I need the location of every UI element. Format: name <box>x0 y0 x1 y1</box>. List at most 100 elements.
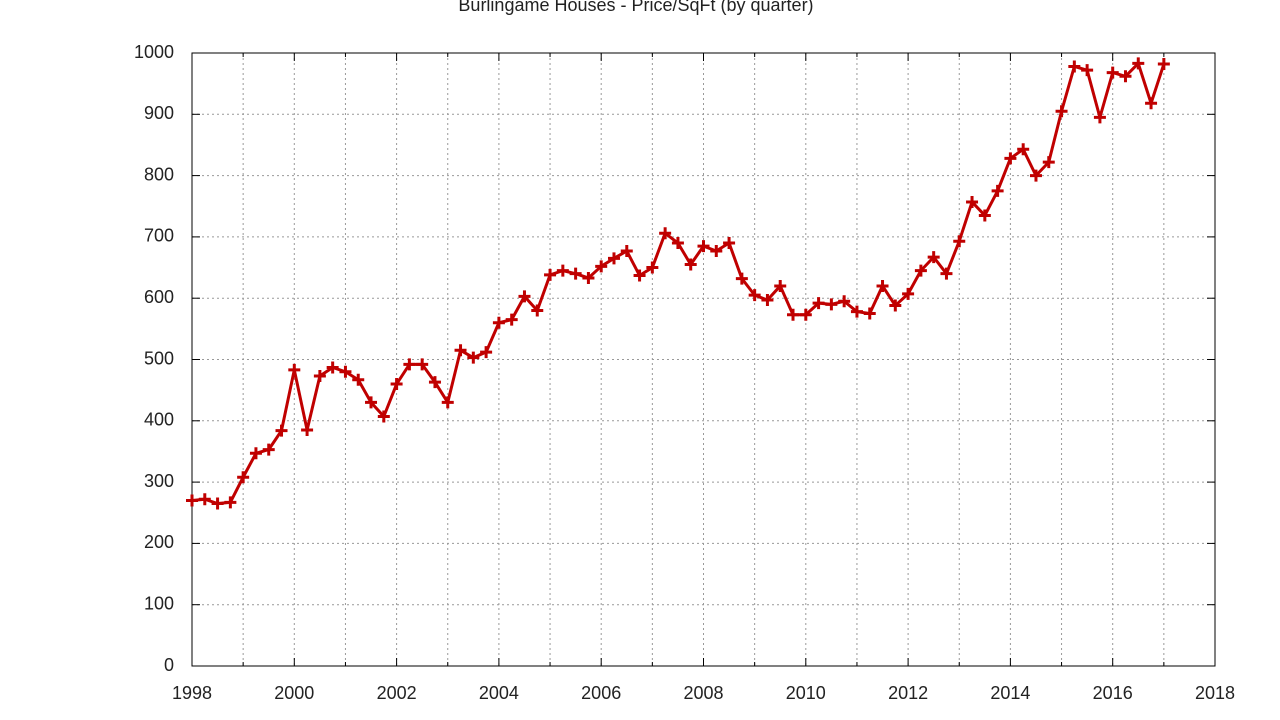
point-marker <box>838 295 851 308</box>
point-marker <box>710 244 723 257</box>
point-marker <box>633 269 646 282</box>
point-marker <box>569 267 582 280</box>
point-marker <box>1042 156 1055 169</box>
point-marker <box>531 304 544 317</box>
point-marker <box>275 424 288 437</box>
point-marker <box>505 313 518 326</box>
point-marker <box>352 373 365 386</box>
x-tick-label: 2012 <box>888 683 928 703</box>
point-marker <box>761 294 774 307</box>
point-marker <box>723 237 736 250</box>
point-marker <box>262 443 275 456</box>
point-marker <box>697 240 710 253</box>
x-tick-label: 2000 <box>274 683 314 703</box>
point-marker <box>902 287 915 300</box>
point-marker <box>876 279 889 292</box>
x-tick-label: 2014 <box>990 683 1030 703</box>
point-marker <box>978 209 991 222</box>
point-marker <box>454 344 467 357</box>
point-marker <box>339 365 352 378</box>
point-marker <box>518 290 531 303</box>
x-tick-label: 2008 <box>683 683 723 703</box>
point-marker <box>441 396 454 409</box>
point-marker <box>1029 169 1042 182</box>
point-marker <box>1017 143 1030 156</box>
point-marker <box>377 410 390 423</box>
point-marker <box>1157 58 1170 71</box>
point-marker <box>237 471 250 484</box>
series-line <box>191 61 1166 506</box>
point-marker <box>953 235 966 248</box>
point-marker <box>684 258 697 271</box>
point-marker <box>1132 57 1145 70</box>
point-marker <box>428 376 441 389</box>
point-marker <box>940 267 953 280</box>
x-tick-label: 2016 <box>1093 683 1133 703</box>
point-marker <box>787 308 800 321</box>
point-marker <box>671 237 684 250</box>
x-tick-label: 2018 <box>1195 683 1235 703</box>
point-marker <box>186 494 198 507</box>
y-tick-label: 900 <box>144 103 174 123</box>
point-marker <box>659 227 672 240</box>
y-tick-label: 1000 <box>134 42 174 62</box>
y-tick-label: 500 <box>144 348 174 368</box>
point-marker <box>620 244 633 257</box>
point-marker <box>735 272 748 285</box>
point-marker <box>1055 105 1068 118</box>
point-marker <box>492 316 505 329</box>
x-tick-label: 2010 <box>786 683 826 703</box>
point-marker <box>1106 66 1119 79</box>
point-marker <box>927 251 940 264</box>
point-marker <box>1081 64 1094 77</box>
y-tick-label: 600 <box>144 287 174 307</box>
y-tick-label: 100 <box>144 593 174 613</box>
point-marker <box>556 264 569 277</box>
point-marker <box>812 297 825 310</box>
point-marker <box>748 289 761 302</box>
point-marker <box>467 351 480 364</box>
point-marker <box>249 447 262 460</box>
point-marker <box>850 305 863 318</box>
point-marker <box>646 261 659 274</box>
point-marker <box>966 195 979 208</box>
point-marker <box>211 497 224 510</box>
point-marker <box>198 493 211 506</box>
y-tick-label: 400 <box>144 410 174 430</box>
point-marker <box>889 299 902 312</box>
x-tick-label: 2006 <box>581 683 621 703</box>
y-tick-label: 800 <box>144 164 174 184</box>
point-marker <box>914 264 927 277</box>
y-tick-label: 0 <box>164 655 174 675</box>
point-marker <box>224 496 237 509</box>
point-marker <box>595 260 608 273</box>
point-marker <box>326 361 339 374</box>
point-marker <box>480 346 493 359</box>
point-marker <box>1119 70 1132 83</box>
y-tick-label: 200 <box>144 532 174 552</box>
x-tick-label: 2004 <box>479 683 519 703</box>
point-marker <box>288 363 301 376</box>
y-tick-label: 700 <box>144 226 174 246</box>
grid <box>191 52 1216 667</box>
point-marker <box>774 279 787 292</box>
point-marker <box>825 298 838 311</box>
point-marker <box>544 268 557 281</box>
point-marker <box>390 378 403 391</box>
x-tick-label: 1998 <box>172 683 212 703</box>
point-marker <box>1004 152 1017 165</box>
point-marker <box>403 358 416 371</box>
point-marker <box>365 396 378 409</box>
point-marker <box>799 308 812 321</box>
x-tick-label: 2002 <box>377 683 417 703</box>
point-marker <box>1145 97 1158 110</box>
point-marker <box>301 423 314 436</box>
point-marker <box>1093 111 1106 124</box>
chart-title: Burlingame Houses - Price/SqFt (by quart… <box>458 0 813 15</box>
y-tick-label: 300 <box>144 471 174 491</box>
point-marker <box>313 370 326 383</box>
point-marker <box>991 184 1004 197</box>
point-marker <box>416 358 429 371</box>
